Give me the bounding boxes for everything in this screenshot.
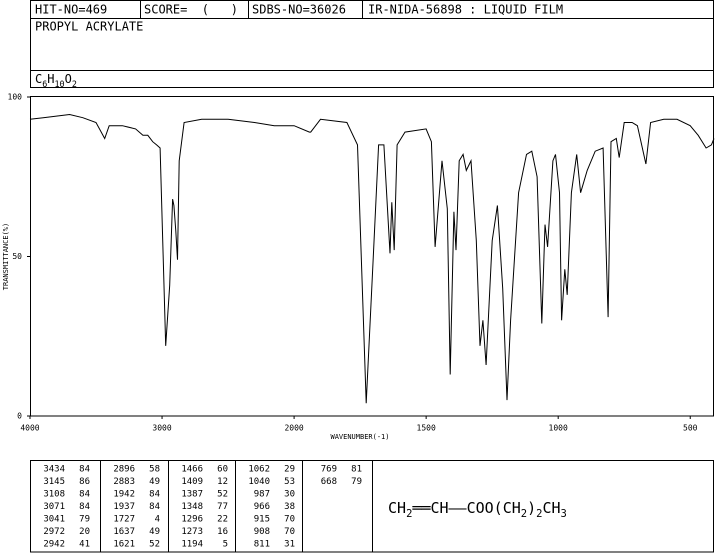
structure-formula: CH2══CH——COO(CH2)2CH3: [388, 499, 567, 521]
peak-wavenumber: 1621: [113, 540, 135, 550]
formula-part: H: [47, 72, 54, 86]
peak-wavenumber: 915: [254, 515, 270, 525]
x-tick-label: 1000: [549, 424, 568, 433]
peak-transmittance: 58: [149, 465, 160, 475]
formula-part: C: [35, 72, 42, 86]
peak-transmittance: 30: [284, 490, 295, 500]
subscript: 2: [72, 79, 77, 89]
peak-wavenumber: 1409: [181, 477, 203, 487]
peak-transmittance: 53: [284, 477, 295, 487]
peak-wavenumber: 1296: [181, 515, 203, 525]
peak-wavenumber: 2972: [43, 527, 65, 537]
peak-transmittance: 84: [79, 490, 90, 500]
peak-transmittance: 81: [351, 465, 362, 475]
subscript: 2: [521, 508, 527, 520]
peak-transmittance: 84: [79, 502, 90, 512]
formula: C6H10O2: [35, 72, 77, 89]
sdbs-no: SDBS-NO=36026: [252, 3, 346, 17]
x-tick-label: 500: [683, 424, 698, 433]
peak-transmittance: 5: [223, 540, 228, 550]
compound-name: PROPYL ACRYLATE: [35, 20, 143, 34]
header-box: [30, 0, 714, 88]
formula-part: O: [65, 72, 72, 86]
peak-transmittance: 77: [217, 502, 228, 512]
peak-transmittance: 60: [217, 465, 228, 475]
score: SCORE= ( ): [144, 3, 238, 17]
formula-part: ══CH——COO(CH: [411, 499, 520, 517]
x-tick-label: 1500: [417, 424, 436, 433]
peak-wavenumber: 908: [254, 527, 270, 537]
peak-transmittance: 79: [79, 515, 90, 525]
peak-wavenumber: 1194: [181, 540, 203, 550]
peak-wavenumber: 1348: [181, 502, 203, 512]
peak-wavenumber: 3071: [43, 502, 65, 512]
peak-wavenumber: 1040: [248, 477, 270, 487]
method: IR-NIDA-56898 : LIQUID FILM: [368, 3, 563, 17]
x-axis-label: WAVENUMBER(-1): [330, 433, 389, 441]
peak-wavenumber: 1637: [113, 527, 135, 537]
peak-transmittance: 16: [217, 527, 228, 537]
subscript: 3: [561, 508, 567, 520]
peak-wavenumber: 668: [321, 477, 337, 487]
peak-transmittance: 20: [79, 527, 90, 537]
peak-transmittance: 4: [155, 515, 160, 525]
y-tick-label: 0: [17, 412, 22, 421]
peak-wavenumber: 1727: [113, 515, 135, 525]
peak-transmittance: 84: [79, 465, 90, 475]
peak-transmittance: 52: [217, 490, 228, 500]
peak-wavenumber: 3434: [43, 465, 65, 475]
peak-wavenumber: 1273: [181, 527, 203, 537]
x-tick-label: 4000: [20, 424, 39, 433]
y-tick-label: 50: [12, 252, 22, 261]
peak-wavenumber: 2896: [113, 465, 135, 475]
hit-no: HIT-NO=469: [35, 3, 107, 17]
peak-wavenumber: 2942: [43, 540, 65, 550]
peak-wavenumber: 811: [254, 540, 270, 550]
subscript: 6: [42, 79, 47, 89]
formula-part: CH: [388, 499, 406, 517]
peak-wavenumber: 1937: [113, 502, 135, 512]
subscript: 10: [55, 79, 65, 89]
peak-transmittance: 84: [149, 490, 160, 500]
x-tick-label: 3000: [152, 424, 171, 433]
formula-part: CH: [542, 499, 560, 517]
peak-wavenumber: 1062: [248, 465, 270, 475]
peak-transmittance: 70: [284, 527, 295, 537]
spectrum-line: [29, 113, 715, 404]
peak-wavenumber: 1387: [181, 490, 203, 500]
peak-wavenumber: 3108: [43, 490, 65, 500]
peak-transmittance: 12: [217, 477, 228, 487]
formula-part: ): [527, 499, 536, 517]
peak-wavenumber: 1466: [181, 465, 203, 475]
peak-wavenumber: 966: [254, 502, 270, 512]
peak-transmittance: 84: [149, 502, 160, 512]
peak-wavenumber: 2883: [113, 477, 135, 487]
peak-transmittance: 86: [79, 477, 90, 487]
peak-transmittance: 41: [79, 540, 90, 550]
peak-wavenumber: 3145: [43, 477, 65, 487]
plot-frame: [30, 96, 714, 417]
peak-transmittance: 49: [149, 527, 160, 537]
peak-wavenumber: 769: [321, 465, 337, 475]
peak-transmittance: 49: [149, 477, 160, 487]
subscript: 2: [406, 508, 412, 520]
peak-transmittance: 31: [284, 540, 295, 550]
y-tick-label: 100: [8, 93, 23, 102]
peak-transmittance: 29: [284, 465, 295, 475]
y-axis-label: TRANSMITTANCE(%): [2, 223, 10, 290]
x-tick-label: 2000: [284, 424, 303, 433]
subscript: 2: [536, 508, 542, 520]
peak-transmittance: 79: [351, 477, 362, 487]
peak-transmittance: 70: [284, 515, 295, 525]
plot: 4000 3000 2000 1500 1000 500 0 50 100 WAVENUMBER(…: [2, 93, 715, 441]
peak-transmittance: 22: [217, 515, 228, 525]
peak-wavenumber: 3041: [43, 515, 65, 525]
peak-wavenumber: 987: [254, 490, 270, 500]
peak-transmittance: 38: [284, 502, 295, 512]
peak-transmittance: 52: [149, 540, 160, 550]
peak-wavenumber: 1942: [113, 490, 135, 500]
